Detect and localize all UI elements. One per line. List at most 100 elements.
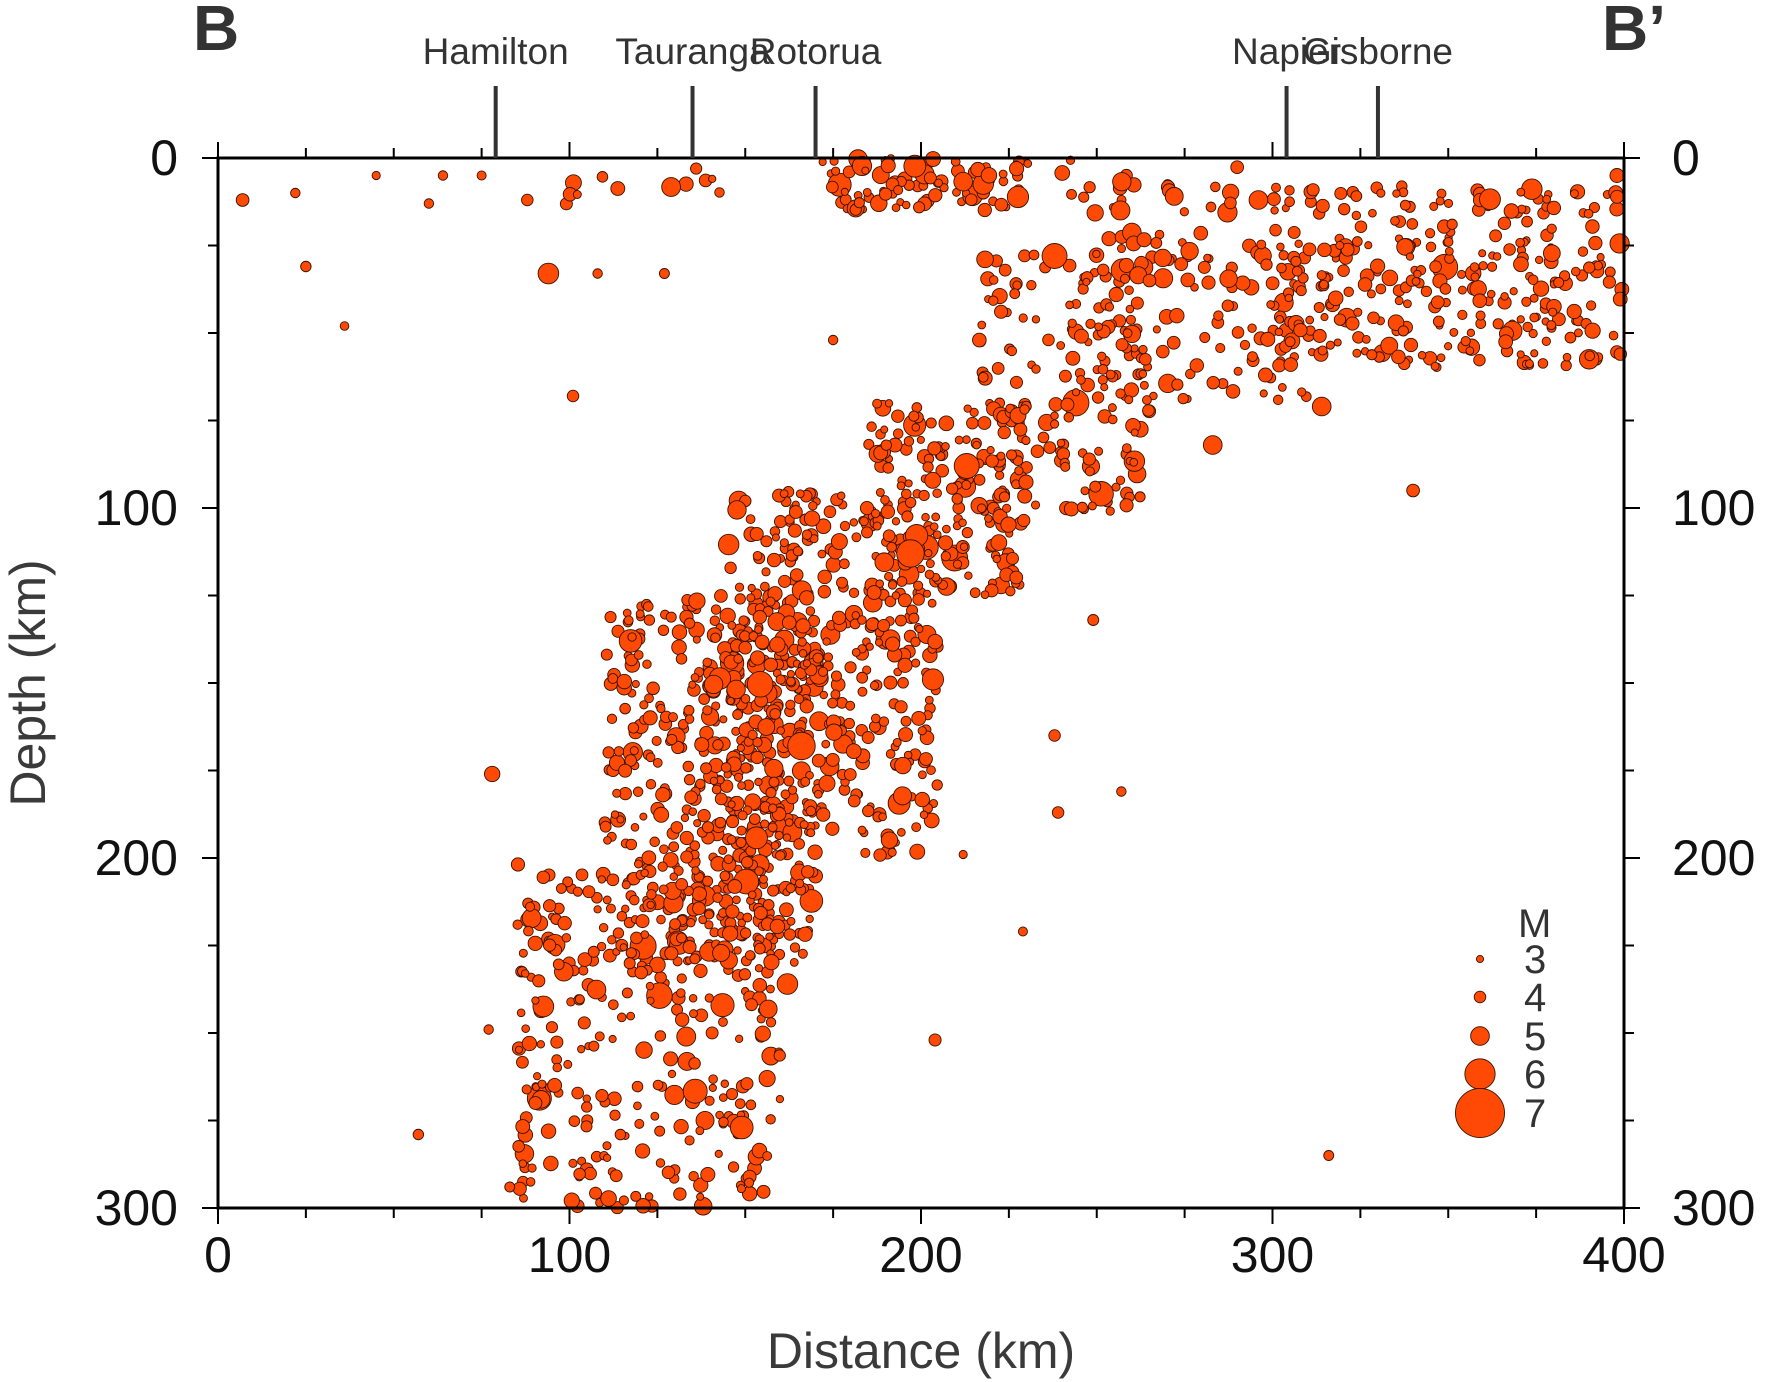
earthquake-point [758,999,778,1019]
earthquake-point [719,607,736,625]
earthquake-point [918,770,927,780]
town-label: Napier [1232,31,1341,72]
earthquake-point [1406,483,1420,498]
earthquake-point [849,518,858,527]
earthquake-point [1108,403,1117,412]
earthquake-point [925,559,935,569]
earthquake-point [1185,368,1196,380]
earthquake-point [1247,323,1257,333]
earthquake-point [1475,310,1486,321]
earthquake-point [1019,404,1030,415]
earthquake-point [577,1016,591,1030]
earthquake-point [1562,352,1572,362]
earthquake-point [1030,444,1045,459]
earthquake-point [776,726,785,735]
earthquake-point [862,804,875,818]
earthquake-point [896,539,925,568]
earthquake-point [718,1017,728,1027]
earthquake-point [1571,266,1581,277]
earthquake-point [552,1062,563,1073]
earthquake-point [704,993,714,1003]
earthquake-point [733,946,742,955]
earthquake-point [1009,570,1024,585]
earthquake-point [589,1186,603,1200]
earthquake-point [678,176,694,192]
earthquake-point [762,1151,773,1161]
earthquake-point [1259,389,1268,398]
earthquake-point [1138,369,1148,379]
earthquake-point [594,1031,605,1042]
earthquake-point [733,654,744,664]
earthquake-point [679,830,694,846]
earthquake-point [762,898,775,911]
earthquake-point [1123,382,1140,398]
earthquake-point [799,699,814,714]
earthquake-point [652,1079,664,1091]
earthquake-point [998,169,1008,179]
earthquake-point [625,838,638,851]
earthquake-point [883,675,898,690]
earthquake-point [880,504,896,519]
earthquake-point [693,963,708,978]
earthquake-point [1193,225,1209,241]
earthquake-point [1104,302,1115,312]
earthquake-point [785,699,796,710]
earthquake-point [758,1069,776,1088]
legend-swatch [1455,1088,1505,1138]
earthquake-point [1125,304,1135,314]
earthquake-point [763,657,779,673]
earthquake-point [976,503,987,513]
earthquake-point [649,956,666,974]
earthquake-point [1391,349,1406,365]
earthquake-point [742,912,753,923]
earthquake-point [929,522,939,531]
earthquake-point [692,635,701,644]
axis-ticks [202,142,1640,1224]
earthquake-point [941,442,950,451]
earthquake-point [726,834,737,845]
earthquake-point [784,818,794,827]
earthquake-point [1345,316,1360,331]
earthquake-point [1381,269,1399,287]
earthquake-point [976,250,994,269]
earthquake-point [961,479,972,490]
earthquake-point [1124,395,1134,405]
earthquake-point [600,1190,617,1207]
earthquake-point [691,866,700,875]
earthquake-point [805,770,814,780]
earthquake-point [635,1143,651,1159]
earthquake-point [1509,287,1518,296]
earthquake-point [1503,203,1520,219]
earthquake-point [1210,181,1221,193]
earthquake-point [1067,318,1077,328]
earthquake-point [951,493,963,505]
earthquake-point [1118,257,1134,273]
earthquake-point [683,617,696,629]
earthquake-point [1014,466,1024,476]
earthquake-point [734,1034,744,1043]
earthquake-point [698,915,708,925]
earthquake-point [668,841,680,853]
earthquake-point [752,977,768,993]
earthquake-point [911,710,927,726]
earthquake-point [873,848,887,862]
earthquake-point [1317,345,1328,356]
earthquake-point [734,1098,746,1109]
earthquake-point [1124,285,1134,296]
earthquake-point [744,950,756,961]
earthquake-point [1274,327,1284,337]
earthquake-point [754,1025,771,1042]
earthquake-point [825,821,840,836]
earthquake-point [1110,200,1131,221]
earthquake-point [745,514,756,525]
earthquake-point [805,805,817,817]
earthquake-points [235,149,1630,1216]
earthquake-point [597,875,606,884]
earthquake-point [880,495,890,505]
earthquake-point [1179,207,1189,217]
earthquake-point [1130,428,1139,437]
earthquake-point [793,838,805,850]
earthquake-point [978,372,989,383]
earthquake-point [1608,330,1619,341]
earthquake-point [1063,501,1079,517]
